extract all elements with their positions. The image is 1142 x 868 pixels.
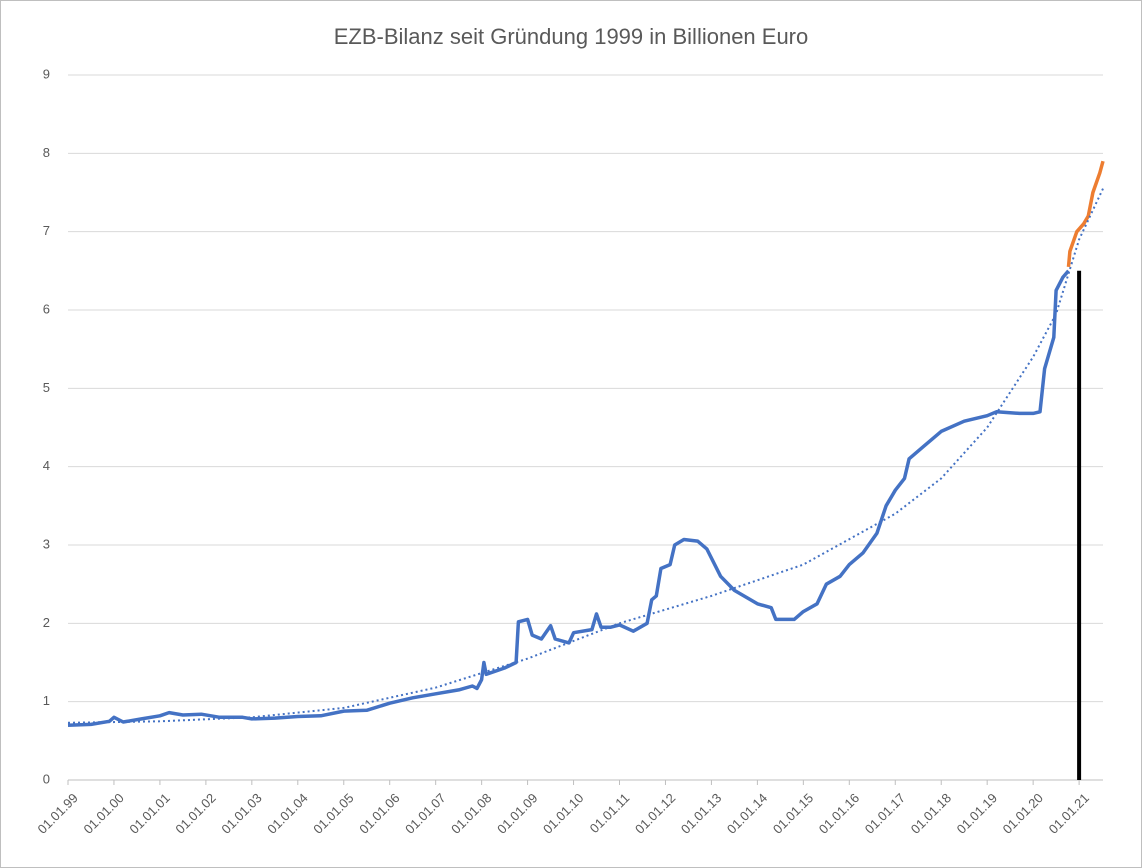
y-tick-label: 3 [43, 536, 50, 551]
y-tick-label: 7 [43, 223, 50, 238]
y-tick-label: 6 [43, 301, 50, 316]
data-line [1066, 160, 1105, 268]
y-tick-label: 1 [43, 693, 50, 708]
trend-line [67, 188, 1104, 724]
y-tick-label: 0 [43, 771, 50, 786]
y-tick-label: 5 [43, 380, 50, 395]
y-tick-label: 2 [43, 615, 50, 630]
chart-title: EZB-Bilanz seit Gründung 1999 in Billion… [334, 24, 809, 49]
y-tick-label: 8 [43, 145, 50, 160]
y-tick-label: 9 [43, 66, 50, 81]
y-tick-label: 4 [43, 458, 50, 473]
